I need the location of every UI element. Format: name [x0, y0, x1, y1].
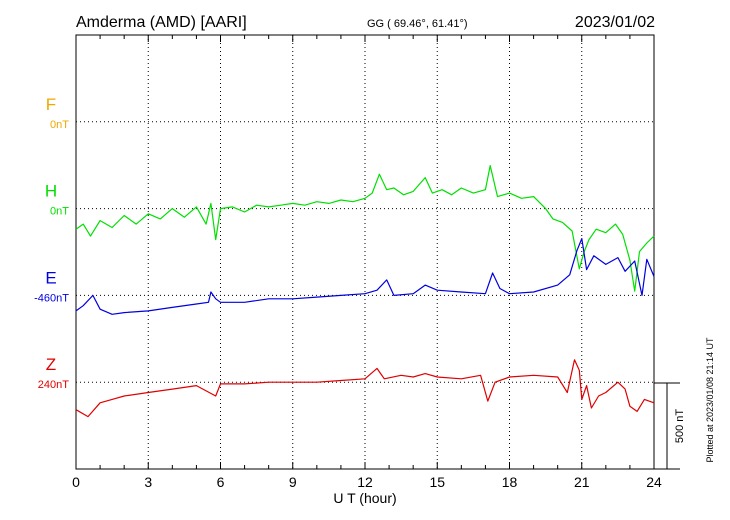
series-name-E: E [45, 268, 56, 287]
series-line-Z [75, 359, 655, 418]
x-tick-label: 9 [289, 474, 297, 490]
date-label: 2023/01/02 [575, 14, 655, 31]
series-baseline-H: 0nT [50, 206, 69, 218]
coordinates-label: GG ( 69.46°, 61.41°) [367, 18, 468, 30]
x-axis-label: U T (hour) [333, 490, 396, 506]
series-name-F: F [46, 95, 56, 114]
series-baseline-Z: 240nT [38, 379, 69, 391]
plotted-timestamp: Plotted at 2023/01/08 21:14 UT [705, 337, 715, 463]
series-baseline-E: -460nT [34, 292, 69, 304]
series-lines [75, 165, 655, 418]
x-tick-label: 21 [574, 474, 590, 490]
x-axis-ticks [75, 35, 655, 469]
x-tick-label: 6 [217, 474, 225, 490]
series-baseline-F: 0nT [50, 119, 69, 131]
series-line-E [75, 238, 655, 315]
series-labels: F 0nT H 0nT E -460nT Z 240nT [34, 95, 69, 391]
scale-bar-label: 500 nT [674, 409, 686, 444]
series-line-H [75, 165, 655, 292]
series-name-H: H [45, 182, 57, 201]
x-tick-label: 3 [144, 474, 152, 490]
series-name-Z: Z [46, 355, 56, 374]
scale-bar: 500 nT [654, 382, 686, 470]
x-axis-tick-labels: 0 3 6 9 12 15 18 21 24 [72, 474, 662, 490]
grid-lines [76, 35, 654, 469]
x-tick-label: 18 [502, 474, 518, 490]
x-tick-label: 15 [429, 474, 445, 490]
station-title: Amderma (AMD) [AARI] [76, 14, 247, 31]
x-tick-label: 12 [357, 474, 373, 490]
x-tick-label: 0 [72, 474, 80, 490]
x-tick-label: 24 [646, 474, 662, 490]
